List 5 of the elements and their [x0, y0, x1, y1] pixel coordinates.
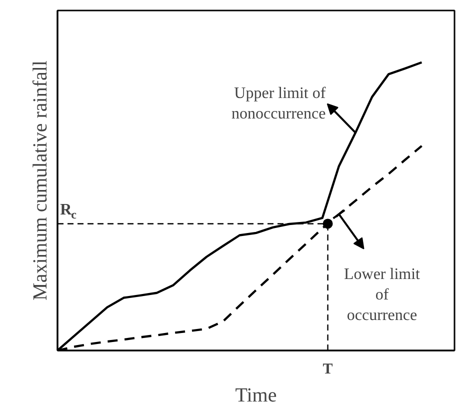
x-axis-title: Time: [235, 384, 277, 406]
annotation: Lower limit of occurrence: [344, 266, 421, 324]
y-axis-title: Maximum cumulative rainfall: [30, 60, 52, 300]
annotation: Upper limit of nonoccurrence: [232, 85, 326, 123]
text: T: [322, 362, 333, 378]
